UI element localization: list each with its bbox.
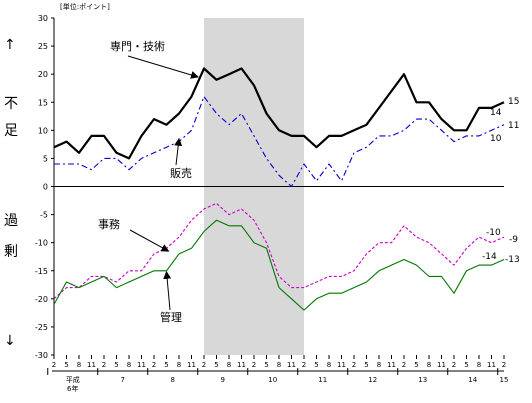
y-tick-label: -15 xyxy=(35,267,48,276)
x-tick-label: 5 xyxy=(114,361,118,369)
year-label: 11 xyxy=(318,376,327,384)
year-label: 15 xyxy=(500,376,509,384)
x-tick-label: 2 xyxy=(252,361,256,369)
side-label-shortage-1: 不 xyxy=(4,96,18,112)
x-tick-label: 8 xyxy=(477,361,481,369)
x-tick-labels: 2 5 8 11 2 5 8 11 2 5 8 11 2 5 8 11 2 5 8 11 2 5 8 11 2 5 8 11 2 5 8 11… xyxy=(47,355,509,393)
y-tick-label: -25 xyxy=(35,323,48,332)
side-label-shortage-2: 足 xyxy=(4,123,18,139)
end-label-clerical-prev: -10 xyxy=(486,228,501,238)
label-pointer-arrow xyxy=(129,229,170,252)
y-tick-label: 15 xyxy=(38,98,48,107)
x-tick-label: 8 xyxy=(177,361,181,369)
unit-label: [単位:ポイント] xyxy=(60,2,110,11)
series-lines xyxy=(53,67,505,311)
label-professional: 専門・技術 xyxy=(110,40,165,53)
x-tick-label: 8 xyxy=(377,361,381,369)
y-tick-label: 30 xyxy=(38,14,48,23)
end-label-sales-last: 11 xyxy=(508,121,519,131)
end-label-professional-last: 15 xyxy=(508,97,519,107)
series-line-1 xyxy=(54,96,505,188)
y-tick-label: -10 xyxy=(35,239,48,248)
year-label: 12 xyxy=(368,376,377,384)
label-pointer-arrow xyxy=(127,55,199,79)
end-label-professional-prev: 14 xyxy=(490,108,502,118)
x-tick-label: 11 xyxy=(87,361,96,369)
x-tick-label: 11 xyxy=(387,361,396,369)
side-arrow-down: ↓ xyxy=(4,333,16,349)
label-clerical: 事務 xyxy=(98,217,120,231)
x-tick-label: 8 xyxy=(327,361,331,369)
x-tick-label: 2 xyxy=(502,361,506,369)
x-tick-label: 2 xyxy=(302,361,306,369)
year-label: 8 xyxy=(171,376,175,384)
x-tick-label: 11 xyxy=(437,361,446,369)
y-tick-label: -30 xyxy=(35,351,48,360)
y-tick-label: -20 xyxy=(35,295,48,304)
y-tick-label: 20 xyxy=(38,70,48,79)
x-tick-label: 8 xyxy=(277,361,281,369)
label-pointer-arrow xyxy=(174,137,183,166)
year-label: 6年 xyxy=(67,384,78,393)
x-tick-label: 2 xyxy=(452,361,456,369)
x-tick-label: 11 xyxy=(187,361,196,369)
x-tick-label: 2 xyxy=(52,361,56,369)
y-tick-label: -5 xyxy=(40,211,48,220)
year-label: 7 xyxy=(121,376,125,384)
x-tick-label: 5 xyxy=(264,361,268,369)
x-tick-label: 11 xyxy=(137,361,146,369)
year-label: 9 xyxy=(221,376,225,384)
annotations xyxy=(127,55,199,311)
side-arrow-up: ↑ xyxy=(4,37,16,53)
x-tick-label: 2 xyxy=(402,361,406,369)
x-tick-label: 11 xyxy=(337,361,346,369)
x-tick-label: 11 xyxy=(237,361,246,369)
y-tick-label: 0 xyxy=(43,183,48,192)
side-label-excess-2: 剰 xyxy=(4,244,18,260)
x-tick-label: 11 xyxy=(487,361,496,369)
y-tick-label: 25 xyxy=(38,42,48,51)
x-tick-label: 11 xyxy=(287,361,296,369)
year-label: 13 xyxy=(418,376,427,384)
label-pointer-arrow xyxy=(163,270,172,311)
side-label-excess-1: 過 xyxy=(4,213,18,229)
series-line-0 xyxy=(53,67,505,160)
year-label: 14 xyxy=(468,376,477,384)
x-tick-label: 8 xyxy=(77,361,81,369)
series-line-3 xyxy=(53,219,505,311)
x-tick-label: 2 xyxy=(352,361,356,369)
year-label: 平成 xyxy=(66,375,80,384)
x-tick-label: 8 xyxy=(227,361,231,369)
end-label-management-last: -13 xyxy=(505,255,520,265)
x-tick-label: 5 xyxy=(414,361,418,369)
label-management: 管理 xyxy=(160,310,182,324)
x-tick-label: 5 xyxy=(464,361,468,369)
x-tick-label: 8 xyxy=(427,361,431,369)
x-tick-label: 5 xyxy=(314,361,318,369)
x-tick-label: 2 xyxy=(202,361,206,369)
x-tick-label: 5 xyxy=(164,361,168,369)
year-label: 10 xyxy=(268,376,277,384)
y-tick-label: 10 xyxy=(38,126,48,135)
end-label-clerical-last: -9 xyxy=(509,235,518,245)
y-tick-labels: 30 25 20 15 10 5 0 -5 -10 -15 -20 -25 -30 xyxy=(35,14,54,360)
x-tick-label: 8 xyxy=(127,361,131,369)
y-tick-label: 5 xyxy=(43,154,48,163)
x-tick-label: 2 xyxy=(152,361,156,369)
x-tick-label: 5 xyxy=(64,361,68,369)
x-tick-label: 5 xyxy=(214,361,218,369)
x-tick-label: 2 xyxy=(102,361,106,369)
label-sales: 販売 xyxy=(170,167,192,180)
end-label-management-prev: -14 xyxy=(482,252,497,262)
end-label-sales-prev: 10 xyxy=(490,134,502,144)
x-tick-label: 5 xyxy=(364,361,368,369)
